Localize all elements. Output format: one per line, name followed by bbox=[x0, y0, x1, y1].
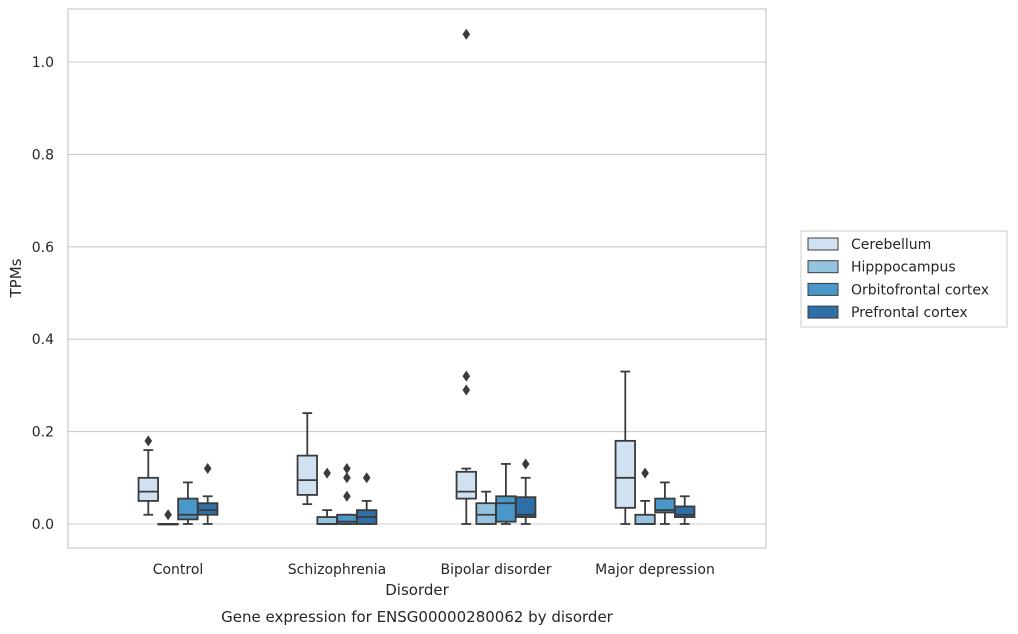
box-body bbox=[614, 439, 636, 509]
x-axis-ticks: Control Schizophrenia Bipolar disorder Majo… bbox=[153, 562, 715, 578]
legend-label: Prefrontal cortex bbox=[851, 305, 968, 321]
box-cerebellum bbox=[296, 412, 318, 506]
y-tick-label: 0.0 bbox=[32, 517, 54, 533]
outlier-point bbox=[641, 467, 649, 479]
box-orbitofrontal-cortex bbox=[177, 481, 199, 525]
y-tick-label: 0.6 bbox=[32, 240, 54, 256]
y-axis-ticks: 0.0 0.2 0.4 0.6 0.8 1.0 bbox=[32, 55, 54, 533]
box-prefrontal-cortex bbox=[674, 495, 696, 525]
outlier-point bbox=[462, 384, 471, 396]
box-prefrontal-cortex bbox=[515, 458, 537, 525]
box-body bbox=[495, 495, 517, 523]
box-body bbox=[296, 454, 318, 496]
box-orbitofrontal-cortex bbox=[336, 463, 358, 525]
box-body bbox=[455, 470, 477, 500]
legend: Cerebellum Hipppocampus Orbitofrontal cort… bbox=[800, 230, 1008, 328]
outlier-point bbox=[343, 472, 351, 484]
legend-swatch bbox=[807, 282, 839, 296]
legend-swatch bbox=[807, 260, 839, 274]
box-hipppocampus bbox=[475, 490, 497, 525]
legend-swatch bbox=[807, 237, 839, 251]
outlier-point bbox=[521, 458, 530, 470]
box-body bbox=[674, 505, 696, 518]
outlier-point bbox=[144, 435, 153, 447]
y-tick-label: 0.8 bbox=[32, 147, 54, 163]
outlier-point bbox=[164, 509, 172, 521]
box-body bbox=[654, 497, 676, 514]
box-prefrontal-cortex bbox=[197, 463, 219, 525]
x-tick-label: Bipolar disorder bbox=[440, 562, 551, 578]
outlier-point bbox=[343, 490, 351, 502]
x-tick-label: Major depression bbox=[595, 562, 715, 578]
box-orbitofrontal-cortex bbox=[654, 481, 676, 525]
box-body bbox=[475, 502, 497, 525]
box-prefrontal-cortex bbox=[356, 472, 378, 525]
box-body bbox=[197, 502, 219, 516]
box-body bbox=[316, 516, 338, 525]
box-cerebellum bbox=[455, 28, 477, 525]
box-orbitofrontal-cortex bbox=[495, 463, 517, 525]
box-body bbox=[515, 496, 537, 518]
x-axis-label: Disorder bbox=[385, 581, 449, 599]
legend-label: Cerebellum bbox=[851, 237, 931, 253]
x-tick-label: Schizophrenia bbox=[288, 562, 386, 578]
outlier-point bbox=[462, 370, 471, 382]
box-body bbox=[336, 513, 358, 525]
outlier-point bbox=[362, 472, 371, 484]
box-cerebellum bbox=[137, 435, 159, 516]
y-axis-label: TPMs bbox=[7, 258, 25, 298]
legend-label: Hipppocampus bbox=[851, 260, 956, 276]
legend-items: Cerebellum Hipppocampus Orbitofrontal cort… bbox=[807, 237, 989, 321]
box-hipppocampus bbox=[316, 467, 338, 525]
outlier-point bbox=[462, 28, 471, 40]
box-cerebellum bbox=[614, 370, 636, 525]
outlier-point bbox=[323, 467, 331, 479]
outlier-point bbox=[203, 463, 212, 475]
gridlines bbox=[68, 61, 766, 525]
figure-caption: Gene expression for ENSG00000280062 by d… bbox=[221, 608, 614, 626]
y-tick-label: 1.0 bbox=[32, 55, 54, 71]
box-hipppocampus bbox=[157, 509, 179, 526]
box-body bbox=[137, 476, 159, 502]
box-hipppocampus bbox=[634, 467, 656, 525]
legend-swatch bbox=[807, 305, 839, 319]
box-body bbox=[634, 513, 656, 525]
box-body bbox=[177, 497, 199, 521]
y-tick-label: 0.4 bbox=[32, 332, 54, 348]
x-tick-label: Control bbox=[153, 562, 204, 578]
y-tick-label: 0.2 bbox=[32, 425, 54, 441]
outlier-point bbox=[343, 463, 351, 475]
boxes bbox=[137, 28, 696, 526]
legend-label: Orbitofrontal cortex bbox=[851, 282, 989, 298]
plot-area-frame bbox=[67, 8, 767, 549]
